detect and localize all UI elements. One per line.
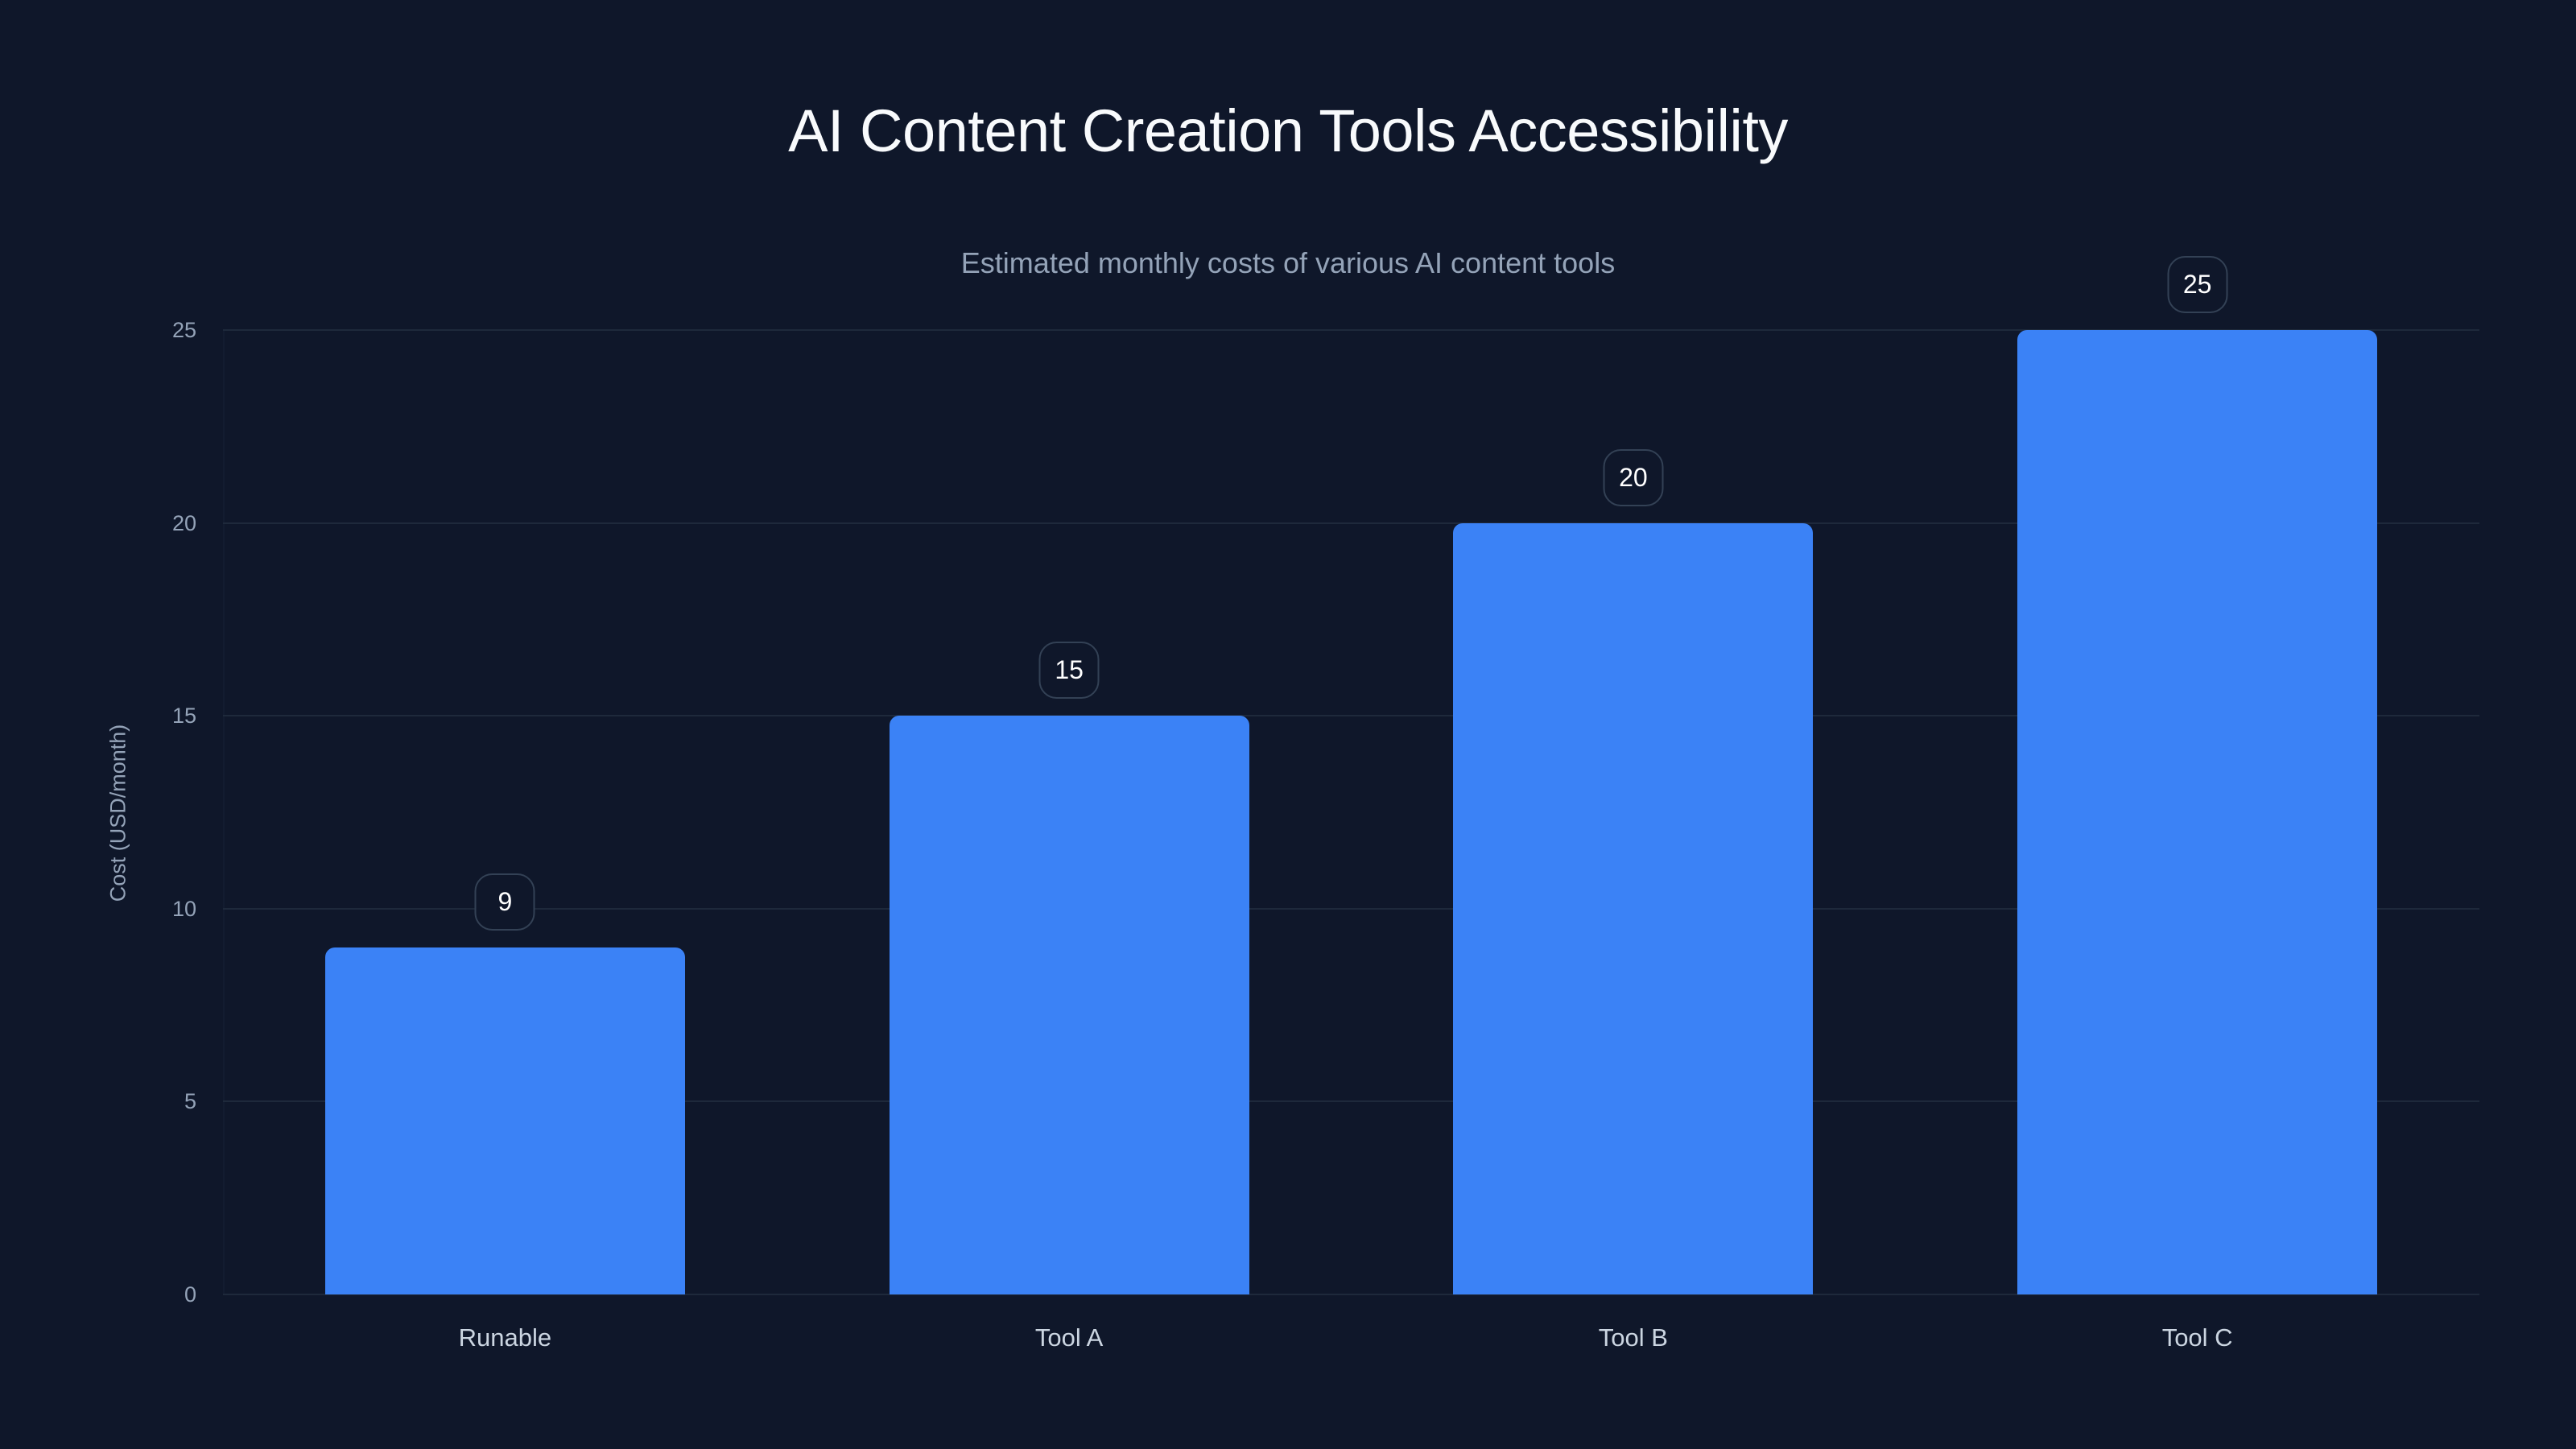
bar-tool-b[interactable] bbox=[1453, 522, 1814, 1294]
plot-area: 0 5 10 15 20 25 9 15 20 25 bbox=[172, 256, 2479, 1307]
x-tick-label: Tool B bbox=[1598, 1323, 1668, 1352]
y-tick-label: 0 bbox=[184, 1282, 196, 1307]
gridline bbox=[223, 715, 2479, 717]
gridline bbox=[223, 1294, 2479, 1295]
bar-runable[interactable] bbox=[324, 947, 685, 1294]
y-tick-label: 10 bbox=[171, 896, 196, 921]
chart-title: AI Content Creation Tools Accessibility bbox=[788, 97, 1788, 164]
x-tick-label: Runable bbox=[458, 1323, 552, 1352]
gridline bbox=[223, 1100, 2479, 1103]
gridline bbox=[223, 329, 2479, 331]
chart-subtitle: Estimated monthly costs of various AI co… bbox=[960, 246, 1616, 279]
y-tick-label: 25 bbox=[171, 318, 196, 342]
y-tick-label: 15 bbox=[171, 704, 196, 729]
value-label: 9 bbox=[474, 873, 535, 931]
y-axis-label: Cost (USD/month) bbox=[105, 724, 130, 902]
value-label: 25 bbox=[2167, 256, 2228, 313]
gridline bbox=[223, 522, 2479, 524]
x-tick-label: Tool A bbox=[1034, 1323, 1104, 1352]
bar-tool-a[interactable] bbox=[889, 716, 1249, 1294]
gridline bbox=[223, 907, 2479, 910]
y-tick-label: 20 bbox=[171, 510, 196, 535]
bar-tool-c[interactable] bbox=[2017, 330, 2378, 1294]
y-axis-line bbox=[223, 330, 225, 1294]
value-label: 20 bbox=[1603, 448, 1664, 506]
value-label: 15 bbox=[1038, 642, 1100, 700]
x-tick-label: Tool C bbox=[2161, 1323, 2233, 1352]
y-tick-label: 5 bbox=[184, 1089, 196, 1114]
